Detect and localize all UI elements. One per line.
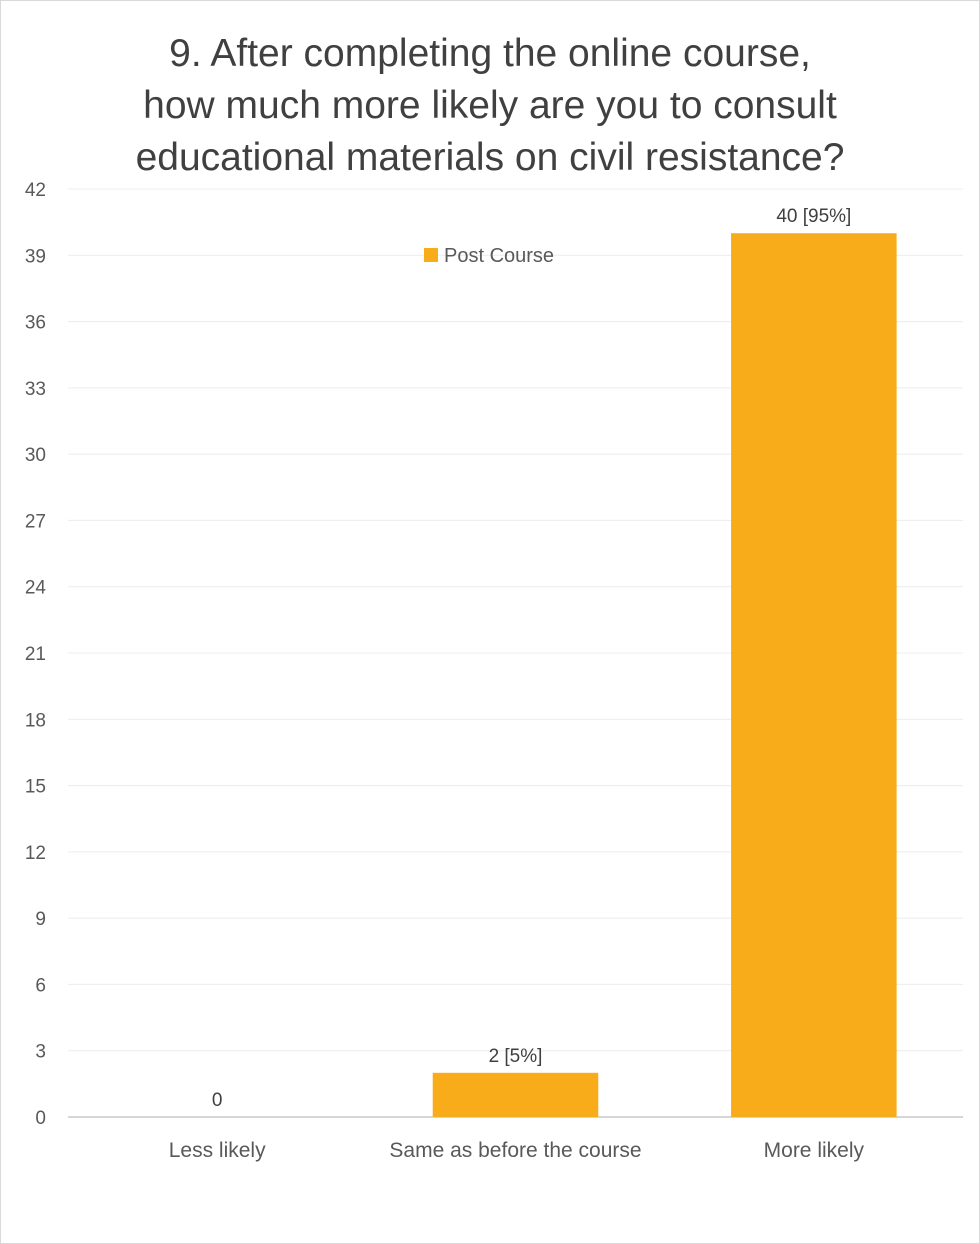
y-tick-label: 33	[25, 379, 46, 400]
y-tick-label: 42	[25, 180, 46, 201]
legend-swatch	[424, 248, 438, 262]
y-tick-label: 18	[25, 710, 46, 731]
chart-title-line-2: how much more likely are you to consult	[143, 84, 837, 127]
data-label: 2 [5%]	[489, 1046, 543, 1067]
y-tick-label: 0	[35, 1108, 46, 1129]
y-tick-label: 30	[25, 445, 46, 466]
x-axis-categories: Less likely Same as before the course More…	[169, 1139, 865, 1162]
y-tick-label: 15	[25, 777, 46, 798]
y-tick-label: 6	[35, 975, 46, 996]
data-labels: 0 2 [5%] 40 [95%]	[212, 206, 851, 1111]
chart-title-line-3: educational materials on civil resistanc…	[135, 136, 845, 179]
chart-title-line-1: 9. After completing the online course,	[169, 32, 811, 75]
data-label: 0	[212, 1090, 223, 1111]
y-tick-label: 9	[35, 909, 46, 930]
data-label: 40 [95%]	[776, 206, 851, 227]
y-tick-label: 39	[25, 246, 46, 267]
y-tick-label: 12	[25, 843, 46, 864]
y-tick-label: 27	[25, 511, 46, 532]
y-tick-label: 24	[25, 578, 47, 599]
x-category-label: Less likely	[169, 1139, 266, 1162]
y-tick-label: 36	[25, 313, 46, 334]
bar	[731, 233, 897, 1117]
chart-title: 9. After completing the online course, h…	[0, 28, 980, 184]
legend: Post Course	[424, 245, 554, 267]
legend-label: Post Course	[444, 245, 554, 267]
y-tick-label: 3	[35, 1042, 46, 1063]
bars	[432, 233, 897, 1117]
bar	[432, 1072, 599, 1117]
x-category-label: Same as before the course	[389, 1139, 641, 1162]
x-category-label: More likely	[764, 1139, 865, 1162]
y-tick-label: 21	[25, 644, 46, 665]
